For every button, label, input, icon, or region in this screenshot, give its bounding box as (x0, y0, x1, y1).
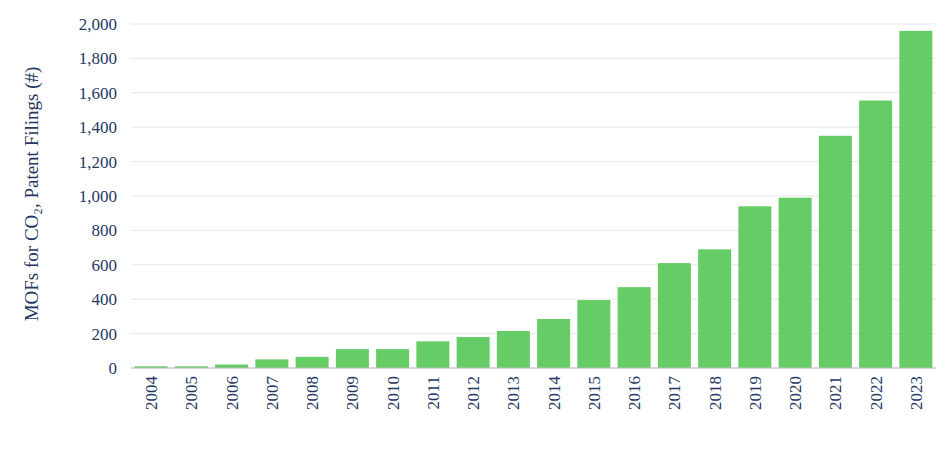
grid (131, 24, 936, 368)
grid-line (131, 299, 936, 300)
y-tick-label: 600 (92, 256, 118, 275)
x-tick-label: 2011 (424, 376, 443, 409)
y-tick-label: 1,400 (79, 118, 117, 137)
grid-line (131, 58, 936, 59)
grid-line (131, 333, 936, 334)
bar (376, 349, 409, 368)
x-tick-label: 2008 (303, 376, 322, 410)
y-axis-title: MOFs for CO₂, Patent Filings (#) (21, 67, 43, 322)
x-tick-label: 2021 (826, 376, 845, 410)
chart-container: 0 200 400 600 800 1,000 1,200 1,400 1,600 1,800 2,… (0, 0, 945, 450)
bar (618, 287, 651, 368)
grid-line (131, 161, 936, 162)
x-tick-label: 2010 (384, 376, 403, 410)
y-tick-label: 800 (92, 221, 118, 240)
y-tick-label: 400 (92, 290, 118, 309)
bar (336, 349, 369, 368)
x-tick-label: 2004 (142, 376, 161, 411)
x-tick-label: 2017 (665, 376, 684, 411)
grid-line (131, 92, 936, 93)
y-tick-labels: 0 200 400 600 800 1,000 1,200 1,400 1,600 1,800 2,… (79, 15, 117, 378)
bar (497, 331, 530, 368)
bar (819, 136, 852, 368)
grid-line (131, 196, 936, 197)
x-tick-label: 2014 (545, 376, 564, 411)
x-tick-label: 2009 (343, 376, 362, 410)
grid-line (131, 264, 936, 265)
bar (779, 198, 812, 368)
x-axis-line (131, 368, 936, 369)
bar (255, 359, 288, 368)
bars (135, 31, 933, 368)
grid-line (131, 368, 936, 369)
bar (859, 101, 892, 368)
y-tick-label: 1,000 (79, 187, 117, 206)
x-tick-labels: 2004 2005 2006 2007 2008 2009 2010 2011 2012 2013… (142, 376, 926, 411)
bar (296, 357, 329, 368)
x-tick-label: 2012 (464, 376, 483, 410)
bar (658, 263, 691, 368)
grid-line (131, 230, 936, 231)
y-tick-label: 2,000 (79, 15, 117, 34)
bar (416, 341, 449, 368)
bar (457, 337, 490, 368)
grid-line (131, 127, 936, 128)
bar (537, 319, 570, 368)
y-tick-label: 200 (92, 325, 118, 344)
y-tick-label: 1,200 (79, 153, 117, 172)
y-tick-label: 1,600 (79, 84, 117, 103)
x-tick-label: 2019 (746, 376, 765, 410)
x-tick-label: 2013 (504, 376, 523, 410)
bar (698, 249, 731, 368)
x-tick-label: 2016 (625, 376, 644, 410)
bar (738, 206, 771, 368)
bar (899, 31, 932, 368)
x-tick-label: 2015 (585, 376, 604, 410)
x-tick-label: 2018 (706, 376, 725, 410)
x-tick-label: 2006 (223, 376, 242, 410)
x-tick-label: 2005 (182, 376, 201, 410)
bar (577, 300, 610, 368)
x-tick-label: 2020 (786, 376, 805, 410)
bar (215, 365, 248, 368)
y-tick-label: 0 (109, 359, 118, 378)
grid-line (131, 24, 936, 25)
x-tick-label: 2022 (867, 376, 886, 410)
chart-svg: 0 200 400 600 800 1,000 1,200 1,400 1,600 1,800 2,… (0, 0, 945, 450)
x-tick-label: 2023 (907, 376, 926, 410)
y-tick-label: 1,800 (79, 49, 117, 68)
x-tick-label: 2007 (263, 376, 282, 411)
